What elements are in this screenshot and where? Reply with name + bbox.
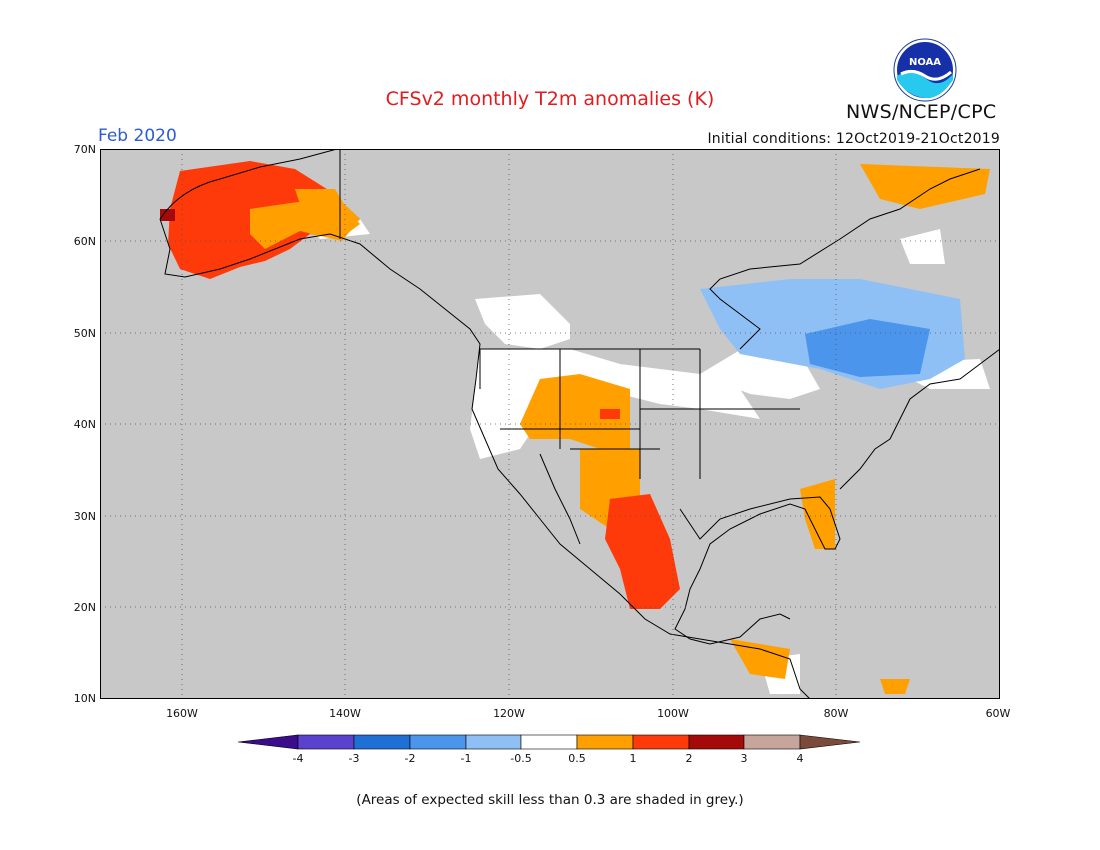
lat-label: 50N xyxy=(73,327,96,340)
colorbar-label: -0.5 xyxy=(510,752,532,765)
colorbar-arrow-left xyxy=(238,734,299,750)
lon-label: 160W xyxy=(166,707,198,720)
quebec-cold-anomaly xyxy=(805,319,930,377)
colorbar-bin xyxy=(465,734,522,750)
alaska-strong-anomaly xyxy=(160,209,175,221)
lon-label: 140W xyxy=(329,707,361,720)
colorbar-label: 3 xyxy=(740,752,748,765)
coastlines xyxy=(159,149,1000,699)
rockies-anomaly xyxy=(520,374,630,449)
noaa-logo-text: NOAA xyxy=(909,57,941,68)
colorbar-arrow-right xyxy=(799,734,861,750)
lat-label: 60N xyxy=(73,235,96,248)
colorbar-bin xyxy=(688,734,745,750)
colorbar-label: 1 xyxy=(629,752,637,765)
colorbar xyxy=(238,734,861,750)
mexico-anomaly xyxy=(605,494,680,609)
lon-label: 60W xyxy=(985,707,1011,720)
lon-label: 100W xyxy=(657,707,689,720)
map-frame xyxy=(100,149,1000,699)
caribbean-anomaly xyxy=(880,679,910,694)
colorbar-label: -4 xyxy=(292,752,304,765)
lon-label: 80W xyxy=(823,707,849,720)
labrador-anomaly xyxy=(860,164,990,209)
central-america-anomaly xyxy=(730,639,790,679)
lat-label: 40N xyxy=(73,418,96,431)
lat-label: 30N xyxy=(73,510,96,523)
colorbar-bin xyxy=(297,734,355,750)
lat-label: 20N xyxy=(73,601,96,614)
footnote: (Areas of expected skill less than 0.3 a… xyxy=(356,792,744,808)
lon-label: 120W xyxy=(493,707,525,720)
colorbar-label: -1 xyxy=(460,752,472,765)
colorbar-label: 2 xyxy=(685,752,693,765)
colorbar-label: 4 xyxy=(796,752,804,765)
noaa-logo: NOAA xyxy=(893,38,957,102)
graticule xyxy=(100,149,1000,699)
map-title: CFSv2 monthly T2m anomalies (K) xyxy=(385,88,715,110)
colorbar-bin xyxy=(576,734,634,750)
colorado-anomaly xyxy=(600,409,620,419)
initial-conditions-label: Initial conditions: 12Oct2019-21Oct2019 xyxy=(707,131,1000,147)
lat-label: 70N xyxy=(73,143,96,156)
colorbar-bin xyxy=(353,734,411,750)
lat-label: 10N xyxy=(73,692,96,705)
colorbar-label: -3 xyxy=(348,752,360,765)
colorbar-bin xyxy=(743,734,801,750)
florida-anomaly xyxy=(800,479,835,549)
anomaly-map xyxy=(100,149,1000,699)
valid-month-label: Feb 2020 xyxy=(98,126,177,146)
colorbar-bin xyxy=(520,734,578,750)
colorbar-label: -2 xyxy=(404,752,416,765)
colorbar-bin xyxy=(632,734,690,750)
colorbar-bin xyxy=(409,734,467,750)
yukon-anomaly xyxy=(295,189,360,239)
agency-label: NWS/NCEP/CPC xyxy=(846,101,997,123)
colorbar-label: 0.5 xyxy=(568,752,586,765)
